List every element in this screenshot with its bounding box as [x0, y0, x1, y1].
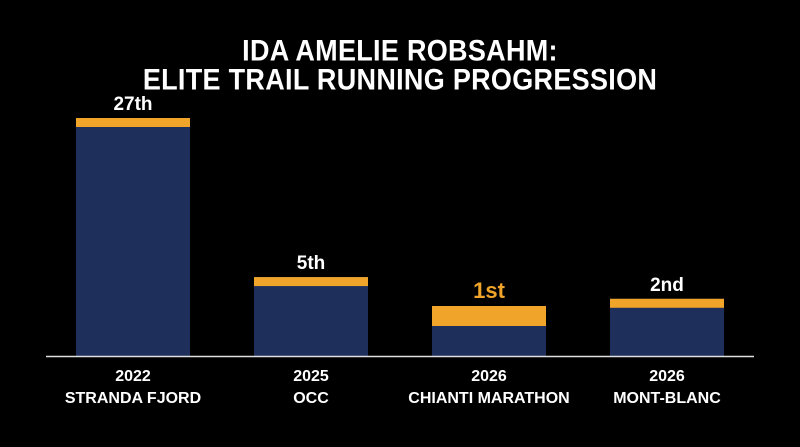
tick-label-year-2: 2026 — [471, 368, 507, 385]
data-label-2: 1st — [473, 278, 505, 303]
data-label-1: 5th — [297, 253, 326, 274]
bar-cap-3 — [610, 298, 724, 308]
tick-label-race-0: STRANDA FJORD — [65, 390, 201, 407]
data-label-0: 27th — [113, 94, 152, 115]
bar-1 — [254, 277, 368, 356]
data-label-3: 2nd — [650, 275, 684, 296]
tick-label-race-1: OCC — [293, 390, 329, 407]
tick-label-year-1: 2025 — [293, 368, 329, 385]
bar-cap-1 — [254, 277, 368, 287]
chart-title-line-1: IDA AMELIE ROBSAHM: — [242, 34, 558, 68]
chart-title-line-2: ELITE TRAIL RUNNING PROGRESSION — [142, 63, 658, 97]
tick-label-race-3: MONT-BLANC — [613, 390, 721, 407]
bar-0 — [76, 118, 190, 356]
tick-label-year-3: 2026 — [649, 368, 685, 385]
tick-label-race-2: CHIANTI MARATHON — [408, 390, 569, 407]
bar-3 — [610, 298, 724, 356]
tick-label-year-0: 2022 — [115, 368, 151, 385]
bar-cap-0 — [76, 118, 190, 127]
bar-cap-2 — [432, 306, 546, 326]
